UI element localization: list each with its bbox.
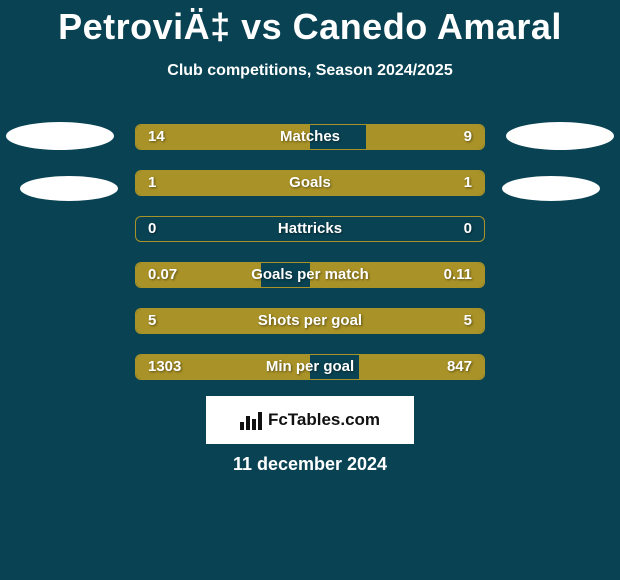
stat-label: Matches (136, 125, 484, 149)
player-left-avatar-top (6, 122, 114, 150)
player-right-avatar-top (506, 122, 614, 150)
page-subtitle: Club competitions, Season 2024/2025 (0, 62, 620, 80)
stat-row: 149Matches (135, 124, 485, 150)
stat-row: 55Shots per goal (135, 308, 485, 334)
source-badge-text: FcTables.com (268, 410, 380, 430)
source-badge: FcTables.com (206, 396, 414, 444)
stat-row: 0.070.11Goals per match (135, 262, 485, 288)
comparison-bars: 149Matches 11Goals 00Hattricks 0.070.11Goal… (135, 124, 485, 400)
stat-label: Shots per goal (136, 309, 484, 333)
bars-icon (240, 410, 262, 430)
stat-label: Hattricks (136, 217, 484, 241)
page-title: PetroviÄ‡ vs Canedo Amaral (0, 0, 620, 48)
stat-label: Goals per match (136, 263, 484, 287)
player-left-avatar-bottom (20, 176, 118, 201)
stat-row: 11Goals (135, 170, 485, 196)
stat-label: Min per goal (136, 355, 484, 379)
player-right-avatar-bottom (502, 176, 600, 201)
stat-row: 1303847Min per goal (135, 354, 485, 380)
footer-date: 11 december 2024 (0, 454, 620, 475)
stat-row: 00Hattricks (135, 216, 485, 242)
stat-label: Goals (136, 171, 484, 195)
